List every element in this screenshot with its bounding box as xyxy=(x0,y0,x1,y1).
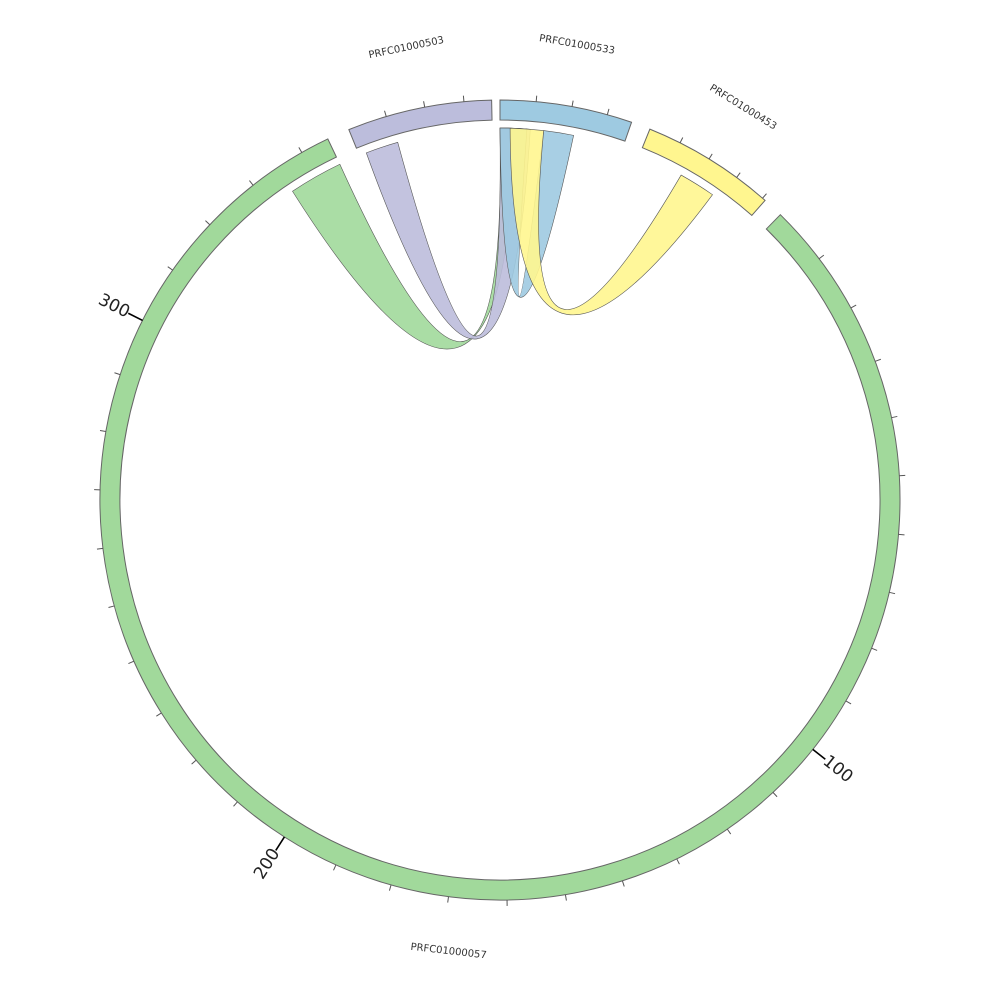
minor-tick xyxy=(384,110,387,117)
segment-label: PRFC01000057 xyxy=(410,942,487,962)
major-tick xyxy=(127,312,143,322)
minor-tick xyxy=(871,647,878,651)
minor-tick xyxy=(726,828,732,835)
minor-tick xyxy=(889,591,896,595)
minor-tick xyxy=(736,172,741,178)
minor-tick xyxy=(128,660,135,665)
minor-tick xyxy=(535,95,538,102)
minor-tick xyxy=(99,429,106,432)
minor-tick xyxy=(676,858,680,865)
minor-tick xyxy=(298,147,303,153)
major-tick xyxy=(275,836,286,851)
ribbon-layer xyxy=(292,127,713,350)
minor-tick xyxy=(447,896,449,903)
minor-tick xyxy=(564,894,567,901)
minor-tick xyxy=(845,700,852,705)
minor-tick xyxy=(898,533,905,536)
minor-tick xyxy=(621,880,625,887)
minor-tick xyxy=(249,180,254,186)
minor-tick xyxy=(388,884,392,891)
minor-tick xyxy=(205,220,211,226)
link-ribbon-3 xyxy=(509,127,713,316)
minor-tick xyxy=(818,254,825,260)
tick-label: 100 xyxy=(819,751,857,787)
major-tick xyxy=(812,748,826,760)
segment-PRFC01000453 xyxy=(641,128,766,217)
segment-label: PRFC01000503 xyxy=(368,35,445,61)
minor-tick xyxy=(233,801,238,807)
minor-tick xyxy=(156,712,162,717)
minor-tick xyxy=(850,304,857,309)
minor-tick xyxy=(708,153,713,160)
minor-tick xyxy=(571,100,574,107)
minor-tick xyxy=(679,137,684,144)
tick-label: 200 xyxy=(250,845,284,883)
segment-PRFC01000533 xyxy=(499,99,633,142)
label-layer: 100 200 300 PRFC01000057 PRFC01000503 PRFC010… xyxy=(95,33,857,961)
segment-PRFC01000503 xyxy=(348,99,493,149)
segment-PRFC01000057 xyxy=(99,138,901,901)
minor-tick xyxy=(772,792,778,798)
minor-tick xyxy=(167,266,173,271)
minor-tick xyxy=(191,759,197,765)
segment-layer xyxy=(99,99,901,901)
minor-tick xyxy=(96,547,103,550)
minor-tick xyxy=(333,864,337,871)
minor-tick xyxy=(762,193,767,199)
minor-tick xyxy=(423,101,426,108)
minor-tick xyxy=(114,372,121,376)
tick-layer xyxy=(94,95,906,906)
segment-label: PRFC01000453 xyxy=(707,83,778,133)
minor-tick xyxy=(606,108,610,115)
tick-label: 300 xyxy=(95,290,133,322)
segment-label: PRFC01000533 xyxy=(538,33,615,57)
minor-tick xyxy=(891,415,898,419)
minor-tick xyxy=(462,95,465,102)
minor-tick xyxy=(108,605,115,608)
minor-tick xyxy=(875,358,882,362)
